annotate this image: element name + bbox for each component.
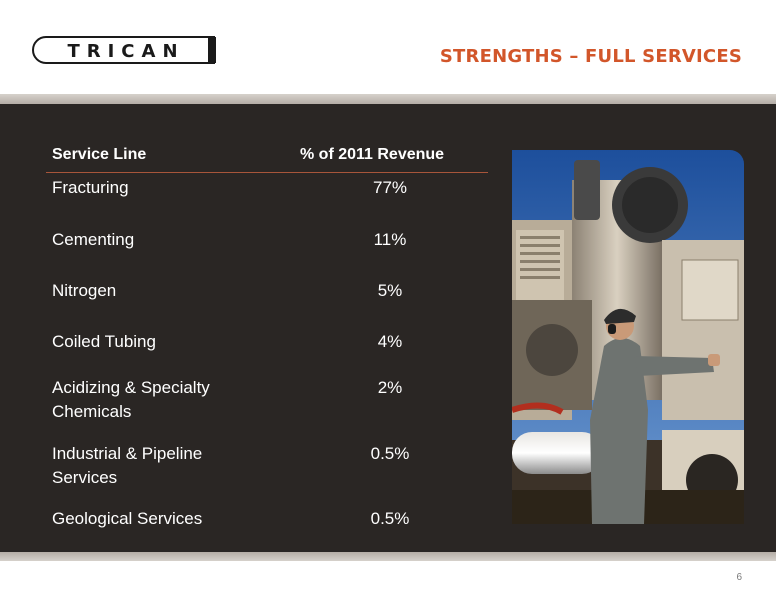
- header-service-line: Service Line: [52, 146, 147, 163]
- logo-text: TRICAN: [67, 41, 184, 62]
- header-divider: [46, 172, 488, 173]
- row-service: Fracturing: [52, 178, 129, 197]
- row-pct: 0.5%: [370, 509, 410, 528]
- row-pct: 4%: [377, 332, 403, 351]
- row-service: Cementing: [52, 230, 135, 249]
- bottom-band: [0, 552, 776, 561]
- row-pct: 0.5%: [370, 444, 410, 463]
- row-pct: 77%: [372, 178, 408, 197]
- header-revenue-pct: % of 2011 Revenue: [300, 146, 445, 163]
- row-pct: 11%: [373, 230, 407, 249]
- row-pct: 5%: [377, 281, 403, 300]
- slide-title: STRENGTHS – FULL SERVICES: [439, 46, 742, 67]
- trican-logo: TRICAN: [32, 36, 218, 64]
- row-service: Coiled Tubing: [52, 332, 156, 351]
- row-service: Nitrogen: [52, 281, 117, 300]
- page-number: 6: [736, 572, 742, 583]
- row-service: Geological Services: [52, 509, 203, 528]
- row-service: Industrial & Pipeline Services: [52, 444, 203, 487]
- row-pct: 2%: [377, 378, 403, 397]
- field-worker-photo: [512, 150, 744, 524]
- top-band: [0, 94, 776, 104]
- row-service: Acidizing & Specialty Chemicals: [52, 378, 210, 421]
